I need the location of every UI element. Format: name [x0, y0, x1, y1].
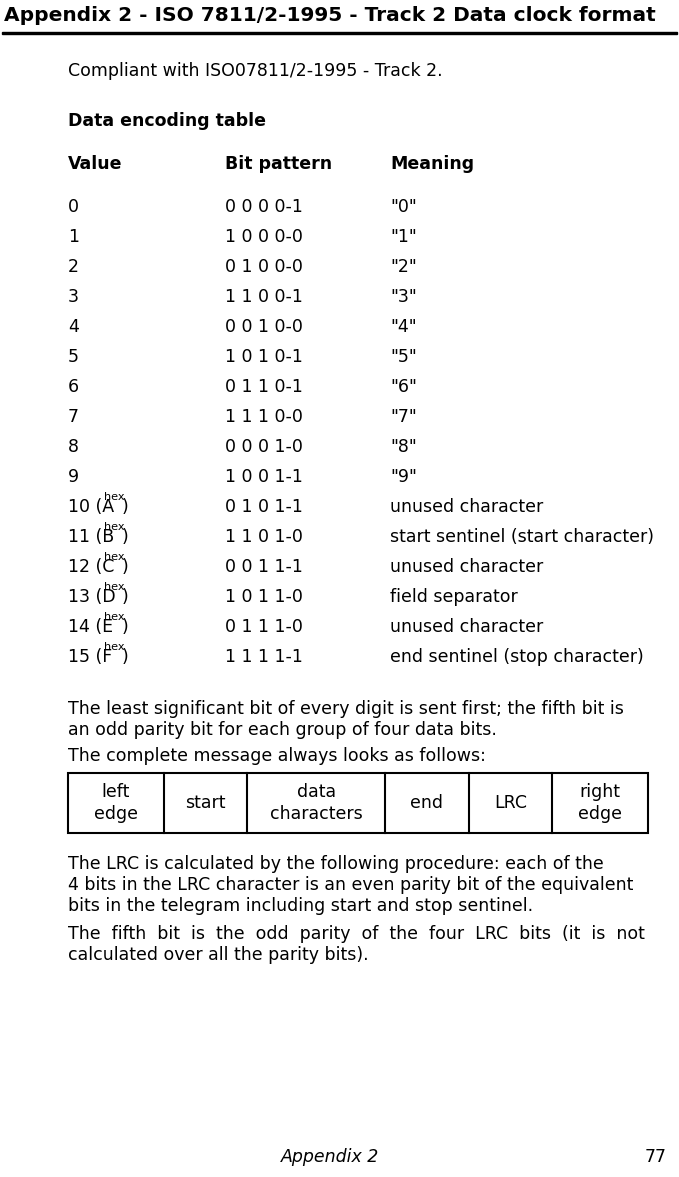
Text: 0: 0 [68, 198, 79, 217]
Text: "9": "9" [390, 468, 417, 486]
Text: 1 0 1 0-1: 1 0 1 0-1 [225, 348, 303, 366]
Text: "5": "5" [390, 348, 417, 366]
Text: hex: hex [104, 552, 124, 561]
Text: "7": "7" [390, 408, 417, 426]
Text: LRC: LRC [494, 794, 527, 812]
Text: 0 0 1 1-1: 0 0 1 1-1 [225, 558, 303, 576]
Text: "4": "4" [390, 318, 417, 335]
Text: hex: hex [104, 523, 124, 532]
Text: 3: 3 [68, 288, 79, 306]
Text: 1 1 1 1-1: 1 1 1 1-1 [225, 649, 303, 666]
Text: Data encoding table: Data encoding table [68, 112, 266, 129]
Text: end: end [410, 794, 443, 812]
Bar [2, 32, 677, 34]
Text: The least significant bit of every digit is sent first; the fifth bit is: The least significant bit of every digit… [68, 700, 624, 718]
Text: Appendix 2: Appendix 2 [281, 1148, 379, 1166]
Text: "0": "0" [390, 198, 417, 217]
Text: 12 (C: 12 (C [68, 558, 114, 576]
Text: end sentinel (stop character): end sentinel (stop character) [390, 649, 644, 666]
Text: 4 bits in the LRC character is an even parity bit of the equivalent: 4 bits in the LRC character is an even p… [68, 876, 634, 895]
Text: 0 0 0 0-1: 0 0 0 0-1 [225, 198, 303, 217]
Bar [68, 773, 648, 833]
Text: 4: 4 [68, 318, 79, 335]
Text: 1 1 1 0-0: 1 1 1 0-0 [225, 408, 303, 426]
Text: Appendix 2 - ISO 7811/2-1995 - Track 2 Data clock format: Appendix 2 - ISO 7811/2-1995 - Track 2 D… [4, 6, 656, 25]
Text: data
characters: data characters [270, 783, 363, 823]
Text: Bit pattern: Bit pattern [225, 155, 332, 173]
Text: Compliant with ISO07811/2-1995 - Track 2.: Compliant with ISO07811/2-1995 - Track 2… [68, 62, 443, 80]
Text: Value: Value [68, 155, 122, 173]
Text: 0 1 1 1-0: 0 1 1 1-0 [225, 618, 303, 636]
Text: ): ) [122, 498, 129, 516]
Text: ): ) [122, 649, 129, 666]
Text: 0 0 1 0-0: 0 0 1 0-0 [225, 318, 303, 335]
Text: 0 1 0 1-1: 0 1 0 1-1 [225, 498, 303, 516]
Text: The complete message always looks as follows:: The complete message always looks as fol… [68, 747, 486, 765]
Text: unused character: unused character [390, 498, 543, 516]
Text: an odd parity bit for each group of four data bits.: an odd parity bit for each group of four… [68, 722, 497, 739]
Text: "8": "8" [390, 438, 417, 455]
Text: hex: hex [104, 641, 124, 652]
Text: "2": "2" [390, 258, 417, 275]
Text: hex: hex [104, 492, 124, 503]
Text: The  fifth  bit  is  the  odd  parity  of  the  four  LRC  bits  (it  is  not: The fifth bit is the odd parity of the f… [68, 925, 645, 943]
Text: "3": "3" [390, 288, 417, 306]
Text: 0 1 0 0-0: 0 1 0 0-0 [225, 258, 303, 275]
Text: ): ) [122, 588, 129, 606]
Text: left
edge: left edge [94, 783, 138, 823]
Text: field separator: field separator [390, 588, 518, 606]
Text: start: start [185, 794, 226, 812]
Text: Meaning: Meaning [390, 155, 474, 173]
Text: unused character: unused character [390, 558, 543, 576]
Text: 5: 5 [68, 348, 79, 366]
Text: 15 (F: 15 (F [68, 649, 112, 666]
Text: calculated over all the parity bits).: calculated over all the parity bits). [68, 946, 369, 964]
Text: 1: 1 [68, 228, 79, 246]
Text: 1 0 1 1-0: 1 0 1 1-0 [225, 588, 303, 606]
Text: 0 0 0 1-0: 0 0 0 1-0 [225, 438, 303, 455]
Text: "1": "1" [390, 228, 417, 246]
Text: 13 (D: 13 (D [68, 588, 115, 606]
Text: 2: 2 [68, 258, 79, 275]
Text: 11 (B: 11 (B [68, 528, 114, 546]
Text: 7: 7 [68, 408, 79, 426]
Text: hex: hex [104, 581, 124, 592]
Text: start sentinel (start character): start sentinel (start character) [390, 528, 654, 546]
Text: unused character: unused character [390, 618, 543, 636]
Text: ): ) [122, 528, 129, 546]
Text: right
edge: right edge [578, 783, 622, 823]
Text: 0 1 1 0-1: 0 1 1 0-1 [225, 378, 303, 395]
Text: 1 0 0 1-1: 1 0 0 1-1 [225, 468, 303, 486]
Text: 9: 9 [68, 468, 79, 486]
Text: 8: 8 [68, 438, 79, 455]
Text: 1 0 0 0-0: 1 0 0 0-0 [225, 228, 303, 246]
Text: ): ) [122, 618, 129, 636]
Text: hex: hex [104, 612, 124, 621]
Text: The LRC is calculated by the following procedure: each of the: The LRC is calculated by the following p… [68, 855, 604, 873]
Text: 77: 77 [645, 1148, 667, 1166]
Text: ): ) [122, 558, 129, 576]
Text: 6: 6 [68, 378, 79, 395]
Text: 10 (A: 10 (A [68, 498, 114, 516]
Text: bits in the telegram including start and stop sentinel.: bits in the telegram including start and… [68, 897, 533, 915]
Text: 1 1 0 0-1: 1 1 0 0-1 [225, 288, 303, 306]
Text: 1 1 0 1-0: 1 1 0 1-0 [225, 528, 303, 546]
Text: "6": "6" [390, 378, 417, 395]
Text: 14 (E: 14 (E [68, 618, 113, 636]
